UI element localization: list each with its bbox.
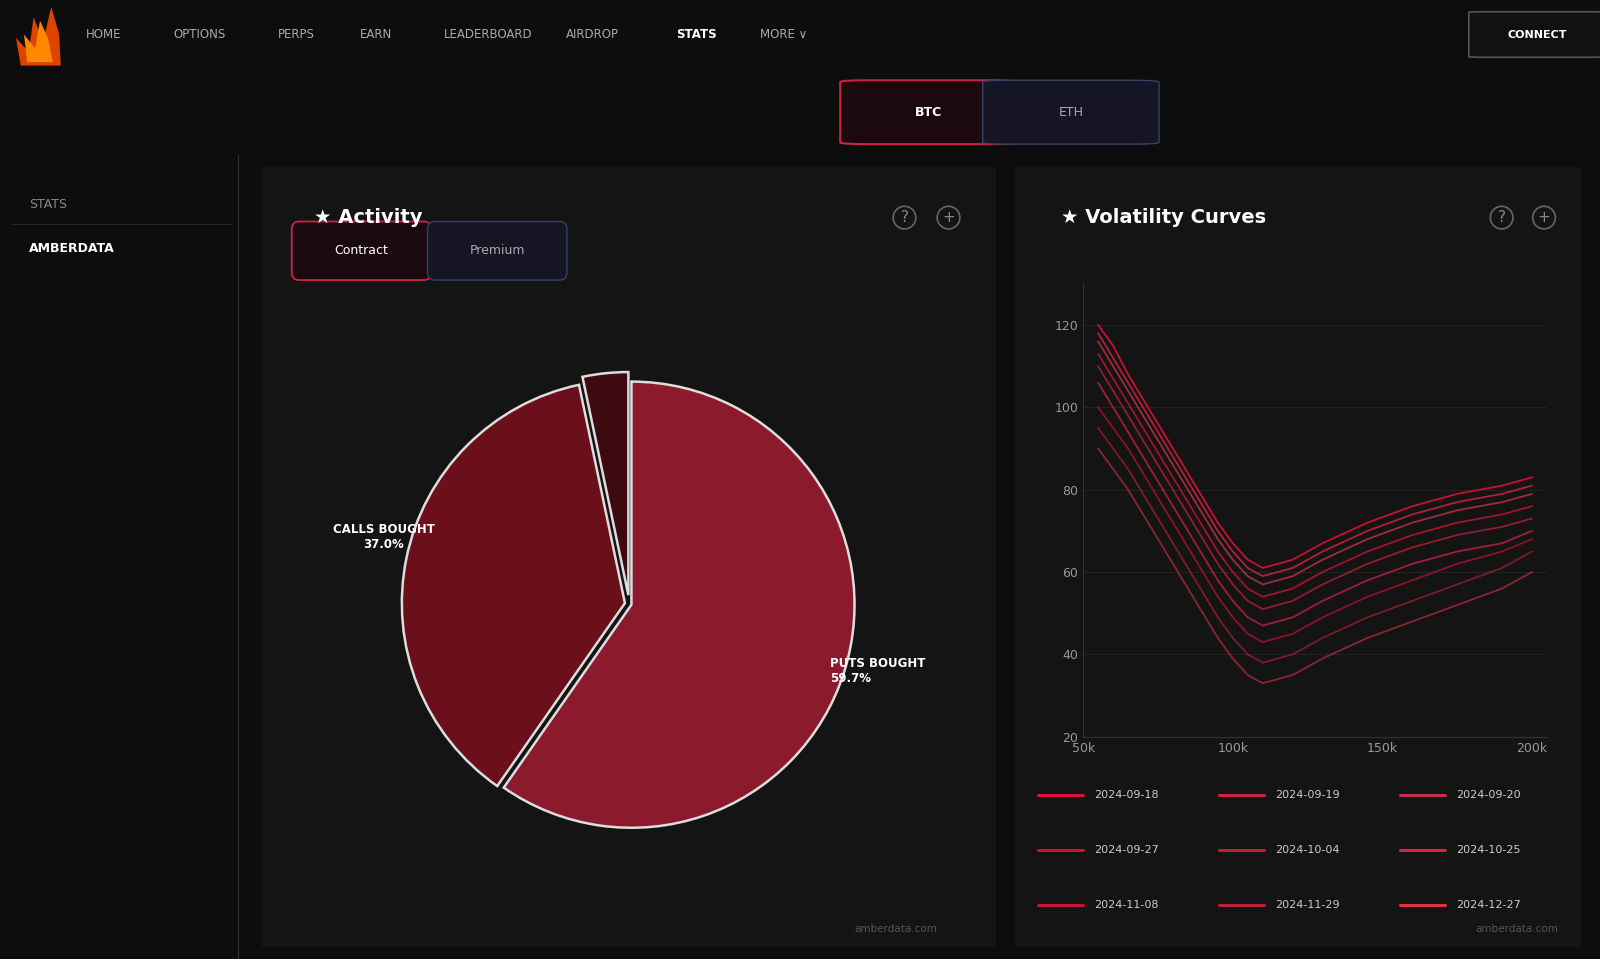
Polygon shape	[24, 21, 53, 62]
Text: 2024-10-04: 2024-10-04	[1275, 845, 1339, 854]
Text: ?: ?	[1498, 210, 1506, 225]
Text: +: +	[942, 210, 955, 225]
Text: CALLS BOUGHT
37.0%: CALLS BOUGHT 37.0%	[333, 523, 435, 551]
Text: ETH: ETH	[1058, 105, 1083, 119]
Text: LEADERBOARD: LEADERBOARD	[443, 28, 533, 41]
Text: Contract: Contract	[334, 245, 389, 257]
Text: ?: ?	[901, 210, 909, 225]
Text: AIRDROP: AIRDROP	[565, 28, 619, 41]
Text: 2024-09-20: 2024-09-20	[1456, 790, 1522, 800]
Text: +: +	[1538, 210, 1550, 225]
Text: Premium: Premium	[469, 245, 525, 257]
Text: 2024-11-29: 2024-11-29	[1275, 900, 1341, 909]
Text: 2024-10-25: 2024-10-25	[1456, 845, 1522, 854]
Text: ★ Activity: ★ Activity	[314, 208, 422, 227]
FancyBboxPatch shape	[840, 81, 1016, 144]
Text: EARN: EARN	[360, 28, 392, 41]
FancyBboxPatch shape	[291, 222, 430, 280]
Text: 2024-09-19: 2024-09-19	[1275, 790, 1341, 800]
Text: amberdata.com: amberdata.com	[1475, 924, 1558, 934]
Text: amberdata.com: amberdata.com	[854, 924, 938, 934]
Text: STATS: STATS	[29, 198, 67, 211]
Text: HOME: HOME	[86, 28, 122, 41]
Text: PUTS BOUGHT
59.7%: PUTS BOUGHT 59.7%	[830, 657, 925, 685]
Text: ★ Volatility Curves: ★ Volatility Curves	[1061, 208, 1266, 227]
Wedge shape	[504, 382, 854, 828]
Text: CONNECT: CONNECT	[1507, 30, 1568, 39]
FancyBboxPatch shape	[427, 222, 566, 280]
Text: BTC: BTC	[915, 105, 942, 119]
Text: OPTIONS: OPTIONS	[174, 28, 226, 41]
Text: STATS: STATS	[675, 28, 717, 41]
Wedge shape	[582, 372, 629, 596]
FancyBboxPatch shape	[254, 159, 1003, 955]
Text: 2024-09-18: 2024-09-18	[1094, 790, 1160, 800]
Text: 2024-09-27: 2024-09-27	[1094, 845, 1160, 854]
Text: 2024-11-08: 2024-11-08	[1094, 900, 1158, 909]
Text: 2024-12-27: 2024-12-27	[1456, 900, 1522, 909]
Text: MORE ∨: MORE ∨	[760, 28, 808, 41]
Text: PERPS: PERPS	[277, 28, 315, 41]
FancyBboxPatch shape	[1469, 12, 1600, 58]
FancyBboxPatch shape	[1010, 159, 1587, 955]
Text: AMBERDATA: AMBERDATA	[29, 242, 115, 255]
FancyBboxPatch shape	[982, 81, 1158, 144]
Polygon shape	[16, 7, 61, 65]
Wedge shape	[402, 385, 626, 786]
